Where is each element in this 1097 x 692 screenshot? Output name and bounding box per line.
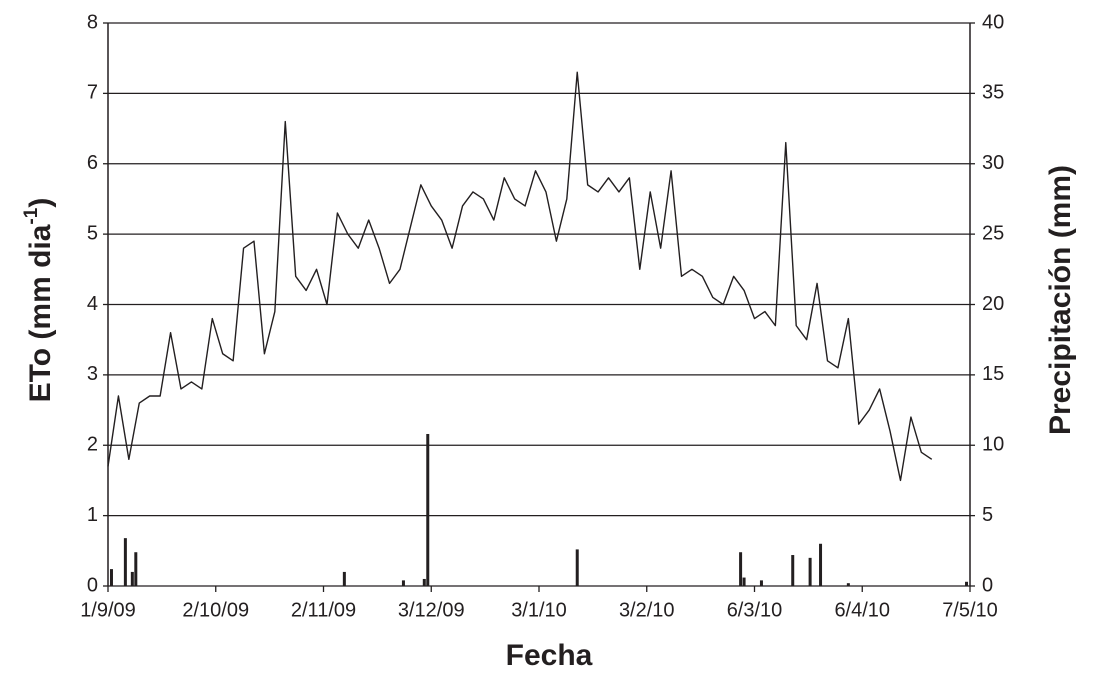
x-tick-label: 3/12/09 — [398, 599, 465, 621]
x-tick-label: 6/4/10 — [834, 599, 890, 621]
y2-tick-label: 5 — [982, 504, 993, 526]
precipitation-bar — [109, 569, 113, 586]
precipitation-bar — [739, 552, 743, 586]
y-tick-label: 4 — [87, 293, 98, 315]
precipitation-bar — [123, 538, 127, 586]
precipitation-bar — [759, 580, 763, 586]
precipitation-bar — [742, 577, 746, 586]
y2-tick-label: 0 — [982, 574, 993, 596]
x-tick-label: 1/9/09 — [80, 599, 136, 621]
y2-tick-label: 25 — [982, 222, 1004, 244]
y-tick-label: 3 — [87, 363, 98, 385]
x-tick-label: 2/10/09 — [182, 599, 249, 621]
precipitation-bar — [134, 552, 138, 586]
precipitation-bar — [401, 580, 405, 586]
precipitation-bar — [965, 581, 969, 586]
y-axis-title-text: ETo (mm dia — [24, 224, 57, 402]
precipitation-bar — [130, 571, 134, 586]
y2-tick-label: 40 — [982, 11, 1004, 33]
precipitation-bar — [342, 571, 346, 586]
eto-line — [107, 71, 933, 482]
y-tick-label: 5 — [87, 222, 98, 244]
x-tick-label: 3/2/10 — [619, 599, 675, 621]
precipitation-bar — [791, 555, 795, 586]
x-tick-label: 3/1/10 — [511, 599, 567, 621]
y2-tick-label: 15 — [982, 363, 1004, 385]
y2-tick-label: 30 — [982, 152, 1004, 174]
y-axis-title: ETo (mm dia-1) — [21, 198, 57, 403]
precipitation-bar — [808, 557, 812, 586]
y-axis-title-sup: -1 — [21, 207, 42, 224]
precipitation-bar — [819, 543, 823, 586]
y2-tick-label: 10 — [982, 434, 1004, 456]
y-tick-label: 0 — [87, 574, 98, 596]
y-tick-label: 7 — [87, 82, 98, 104]
y2-tick-label: 35 — [982, 82, 1004, 104]
y-tick-label: 2 — [87, 434, 98, 456]
y2-tick-label: 20 — [982, 293, 1004, 315]
x-tick-label: 7/5/10 — [942, 599, 998, 621]
y-tick-label: 6 — [87, 152, 98, 174]
x-tick-label: 2/11/09 — [291, 599, 356, 621]
y-tick-label: 1 — [87, 504, 98, 526]
x-tick-label: 6/3/10 — [727, 599, 783, 621]
y-axis-title-end: ) — [24, 198, 57, 208]
precipitation-bar — [422, 578, 426, 586]
precipitation-bar — [575, 549, 579, 586]
y-tick-label: 8 — [87, 11, 98, 33]
precipitation-bar — [426, 433, 430, 586]
precipitation-bar — [846, 583, 850, 586]
x-axis-title: Fecha — [506, 639, 593, 672]
y2-axis-title: Precipitación (mm) — [1044, 165, 1077, 435]
